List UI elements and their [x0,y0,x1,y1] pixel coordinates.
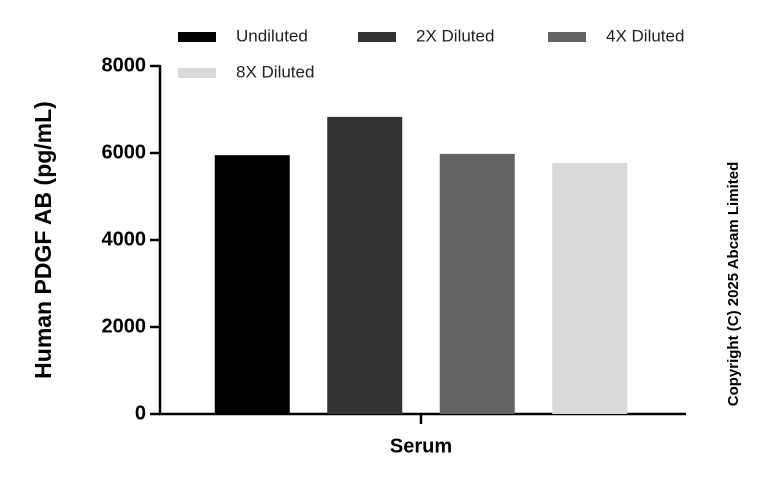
legend-swatch [548,32,586,42]
legend-label: 2X Diluted [416,26,494,45]
y-tick-label: 4000 [102,228,147,250]
copyright: Copyright (C) 2025 Abcam Limited [725,162,742,406]
bar [214,155,290,415]
legend-label: 8X Diluted [236,62,314,81]
bar [439,153,515,414]
y-tick-label: 2000 [102,315,147,337]
legend-swatch [178,68,216,78]
bar [327,116,403,415]
legend-label: Undiluted [236,26,308,45]
y-tick-label: 0 [135,402,146,424]
y-axis-title: Human PDGF AB (pg/mL) [30,101,56,379]
legend-swatch [358,32,396,42]
y-tick-label: 8000 [102,54,147,76]
legend-swatch [178,32,216,42]
legend-label: 4X Diluted [606,26,684,45]
x-tick-label: Serum [390,435,452,457]
y-tick-label: 6000 [102,141,147,163]
bar [552,163,628,414]
